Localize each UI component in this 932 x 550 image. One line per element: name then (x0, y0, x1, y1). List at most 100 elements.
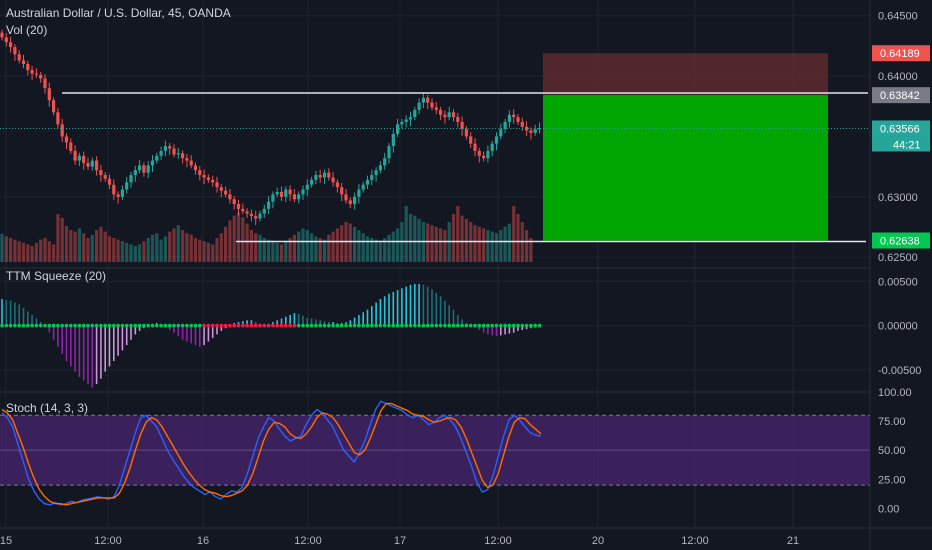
candle-body (150, 160, 155, 166)
volume-bar (439, 228, 443, 262)
price-tag-label: 0.63566 (880, 123, 920, 135)
candle-body (258, 213, 262, 219)
candle-body (335, 182, 339, 188)
volume-bar (90, 234, 94, 262)
ttm-squeeze-title[interactable]: TTM Squeeze (20) (6, 269, 106, 283)
candle-body (413, 109, 417, 118)
price-tag[interactable] (872, 120, 930, 137)
candle-body (26, 63, 30, 71)
squeeze-dot (490, 323, 495, 328)
squeeze-dot (176, 323, 181, 328)
squeeze-dot (38, 323, 43, 328)
squeeze-dot (374, 323, 378, 328)
squeeze-dot (309, 323, 314, 328)
candle-body (202, 175, 206, 178)
horizontal-lines[interactable] (0, 92, 870, 243)
squeeze-dot (533, 323, 537, 328)
time-axis[interactable]: 15 12:00 16 12:00 17 12:00 20 12:00 21 (0, 535, 799, 547)
candle-body (512, 114, 516, 118)
candle-body (464, 129, 468, 137)
candle-body (525, 126, 529, 131)
candle-body (245, 211, 249, 214)
candle-body (305, 184, 309, 190)
stoch-title[interactable]: Stoch (14, 3, 3) (6, 401, 88, 415)
candle-body (172, 148, 176, 155)
price-tag[interactable] (872, 45, 930, 62)
candle-body (267, 201, 271, 209)
candle-body (193, 165, 198, 171)
volume-bar (228, 220, 232, 262)
volume-bar (413, 215, 417, 262)
price-axis[interactable]: 0.64500 0.64000 0.63000 0.62500 0.64189 0.638… (872, 11, 930, 516)
squeeze-dot (17, 323, 22, 328)
squeeze-dot (180, 323, 185, 328)
take-profit-zone[interactable] (543, 95, 828, 241)
volume-bar (314, 236, 318, 262)
squeeze-dot (370, 323, 374, 328)
volume-bar (69, 230, 73, 262)
volume-bar (163, 236, 167, 262)
squeeze-dot (425, 323, 430, 328)
volume-bar (198, 239, 202, 262)
squeeze-dot (210, 323, 215, 328)
volume-bar (60, 218, 64, 262)
volume-bar (456, 206, 460, 262)
candle-body (322, 172, 327, 178)
candle-body (439, 109, 443, 115)
candle-body (116, 194, 120, 197)
volume-bar (503, 226, 507, 262)
candle-body (17, 54, 21, 61)
volume-bar (391, 231, 395, 262)
candle-body (56, 112, 60, 125)
candle-body (486, 150, 490, 159)
price-tag[interactable] (872, 87, 930, 104)
squeeze-dot (146, 323, 150, 328)
squeeze-dot (481, 323, 486, 328)
volume-bar (142, 241, 146, 262)
candle-body (129, 175, 133, 183)
candle-body (4, 37, 8, 43)
squeeze-dot (116, 323, 120, 328)
volume-bar (172, 228, 176, 262)
squeeze-dot (13, 323, 17, 328)
volume-bar (318, 238, 322, 262)
candle-body (507, 114, 511, 122)
squeeze-dot (438, 323, 443, 328)
candle-body (52, 100, 56, 113)
volume-bar (417, 218, 421, 262)
squeeze-dot (387, 323, 391, 328)
volume-label[interactable]: Vol (20) (6, 23, 47, 37)
squeeze-dot (81, 323, 86, 328)
volume-bar (434, 226, 438, 262)
candle-body (499, 129, 503, 137)
squeeze-dot (69, 323, 73, 328)
squeeze-dot (258, 323, 262, 328)
candle-body (451, 112, 456, 118)
stoch-tick-label: 50.00 (878, 445, 906, 457)
volume-bar (305, 230, 309, 262)
volume-bar (404, 206, 408, 262)
squeeze-dot (296, 323, 301, 328)
squeeze-dot (185, 323, 189, 328)
squeeze-dot (318, 323, 323, 328)
candle-body (206, 177, 210, 180)
squeeze-dot (404, 323, 409, 328)
squeeze-dot (90, 323, 95, 328)
candle-body (292, 194, 296, 200)
candle-body (503, 121, 507, 130)
candle-body (361, 184, 365, 190)
stop-loss-zone[interactable] (543, 53, 828, 96)
squeeze-dot (193, 323, 198, 328)
squeeze-dot (77, 323, 82, 328)
candle-body (146, 165, 150, 173)
volume-bar (361, 233, 365, 262)
squeeze-dot (167, 323, 172, 328)
candle-body (288, 189, 292, 195)
volume-bar (374, 239, 378, 262)
candle-body (82, 155, 86, 163)
squeeze-dot (120, 323, 125, 328)
volume-bar (155, 233, 159, 262)
price-tag[interactable] (872, 232, 930, 249)
volume-bar (241, 217, 245, 262)
